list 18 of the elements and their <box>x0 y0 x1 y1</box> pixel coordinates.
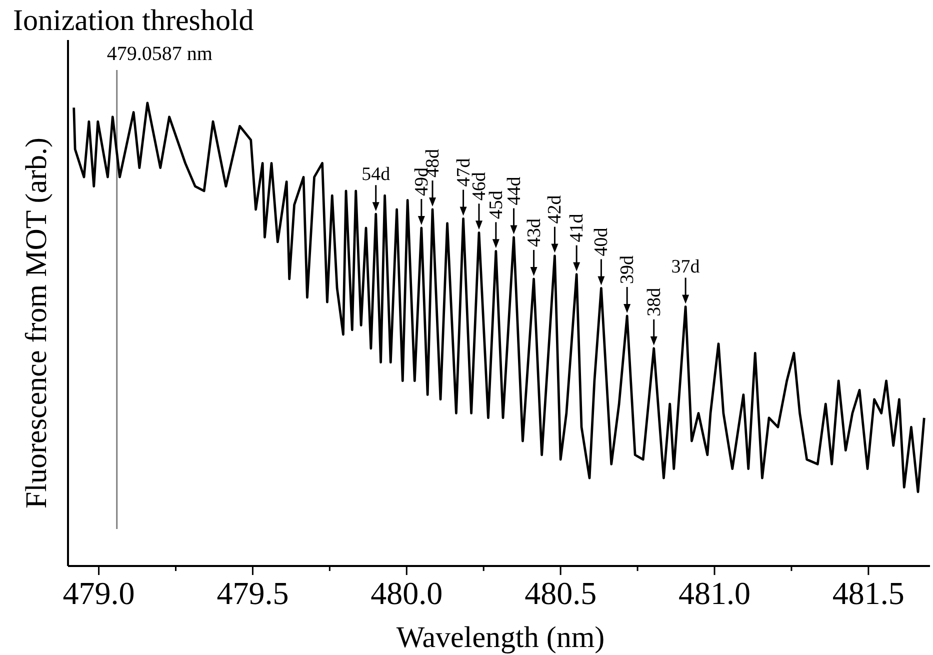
x-tick-label: 479.0 <box>62 575 135 611</box>
annotation: 54d <box>362 164 391 186</box>
annotation: 41d <box>566 213 588 242</box>
x-tick-label: 481.5 <box>832 575 904 611</box>
x-tick-label: 481.0 <box>678 575 750 611</box>
x-axis-title: Wavelength (nm) <box>396 621 605 654</box>
annotation: 40d <box>591 227 612 256</box>
annotation: 43d <box>524 218 545 247</box>
x-tick-label: 479.5 <box>216 575 289 611</box>
annotation: 42d <box>544 194 566 224</box>
annotation: 37d <box>671 256 700 278</box>
ref-line-label: 479.0587 nm <box>106 43 213 65</box>
annotation: 39d <box>617 254 638 284</box>
x-tick-label: 480.0 <box>370 575 443 611</box>
y-axis-title: Fluorescence from MOT (arb.) <box>20 138 53 508</box>
x-tick-label: 480.5 <box>524 575 597 611</box>
chart-title: Ionization threshold <box>13 4 254 37</box>
annotation: 38d <box>644 287 665 316</box>
